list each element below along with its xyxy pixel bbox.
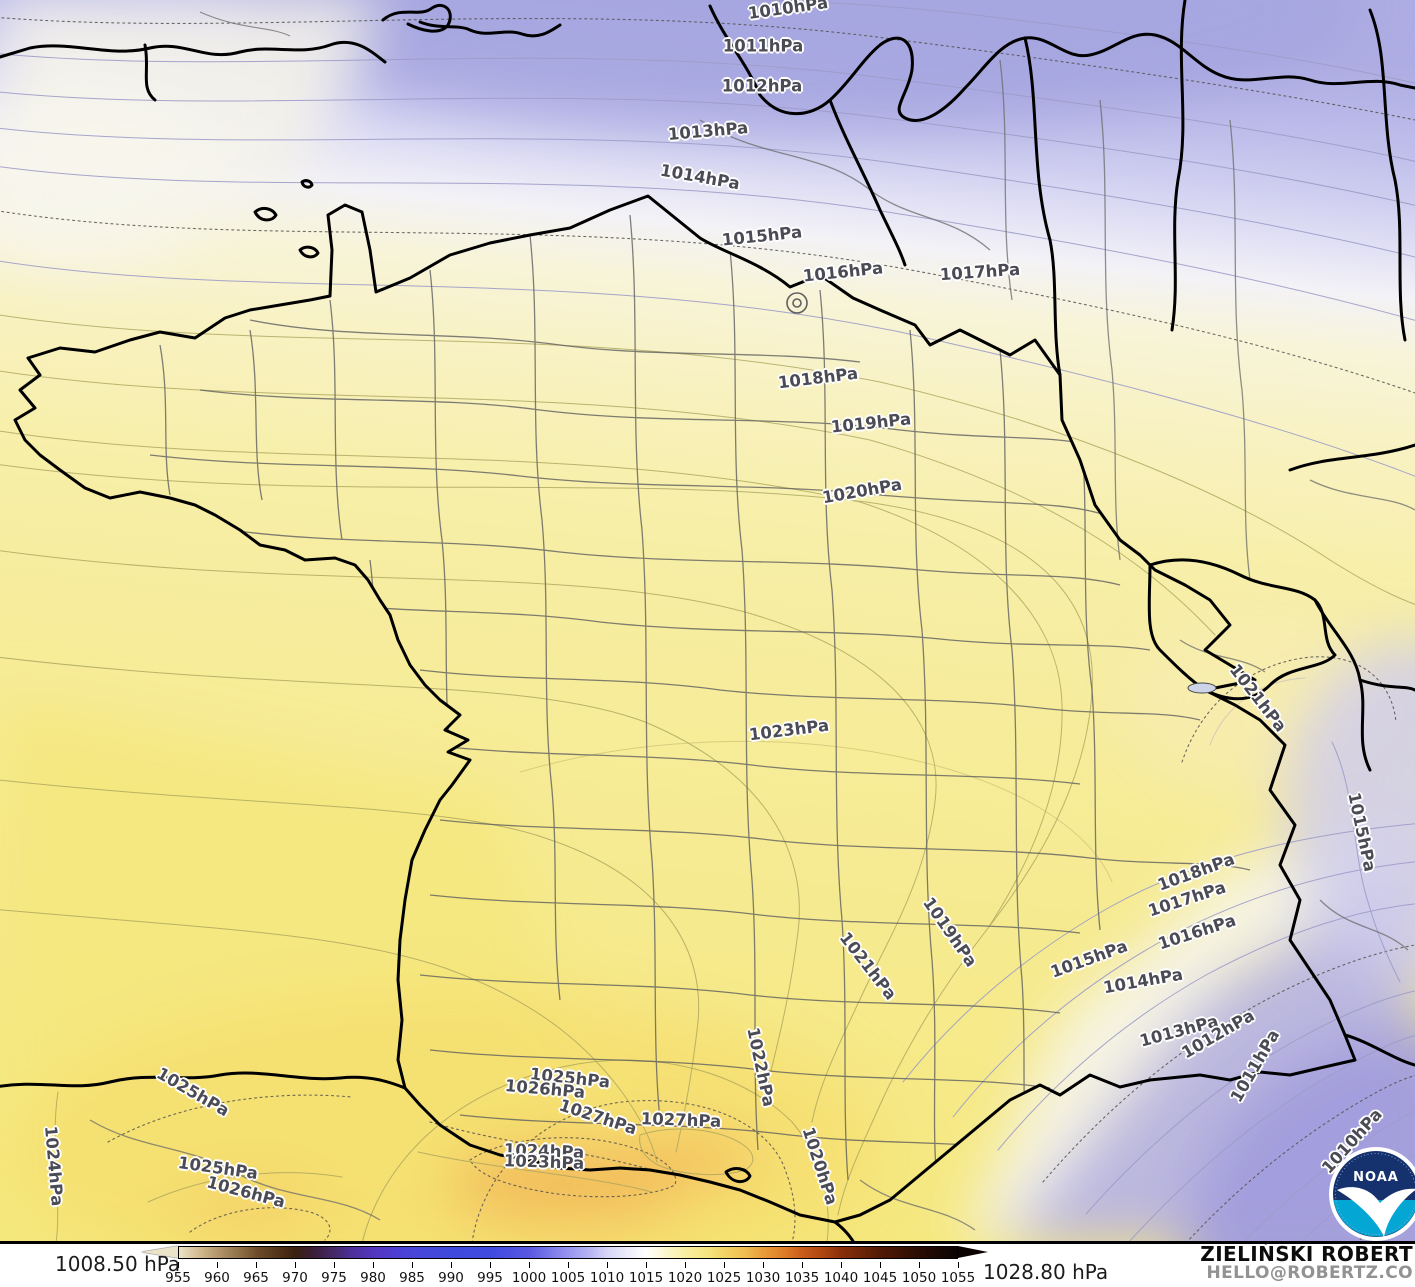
colorbar-tick-label: 990 <box>438 1270 464 1286</box>
colorbar-tick-mark <box>919 1262 920 1268</box>
colorbar-tick-label: 995 <box>477 1270 503 1286</box>
lake-geneva <box>1187 682 1217 694</box>
colorbar-tick-mark <box>958 1262 959 1268</box>
isobar-label: 1027hPa <box>640 1109 722 1131</box>
map-art: NOAA <box>0 0 1415 1244</box>
footer: 1008.50 hPa 955 960 965 970 975 980 985 990 995 1… <box>0 1242 1415 1287</box>
colorbar-tick-mark <box>529 1262 530 1268</box>
colorbar-tick-label: 1000 <box>511 1270 547 1286</box>
credit-name: ZIELIŃSKI ROBERT <box>1200 1242 1413 1266</box>
isobar-label: 1011hPa <box>722 36 804 56</box>
colorbar-tick-mark <box>178 1262 179 1268</box>
isobar-label: 1023hPa <box>503 1151 585 1173</box>
colorbar-tick-mark <box>763 1262 764 1268</box>
map-bottom-border <box>0 1241 1415 1244</box>
colorbar-tick-mark <box>802 1262 803 1268</box>
country-borders <box>0 0 1415 1244</box>
colorbar: 1008.50 hPa 955 960 965 970 975 980 985 990 995 1… <box>0 1242 1415 1287</box>
colorbar-tick-mark <box>373 1262 374 1268</box>
colorbar-gradient <box>178 1246 958 1259</box>
colorbar-tick-mark <box>685 1262 686 1268</box>
colorbar-tick-label: 970 <box>282 1270 308 1286</box>
colorbar-tick-label: 1005 <box>550 1270 586 1286</box>
colorbar-tick-mark <box>295 1262 296 1268</box>
colorbar-tick-label: 1025 <box>706 1270 742 1286</box>
colorbar-tick-label: 1030 <box>745 1270 781 1286</box>
colorbar-overflow-arrow <box>958 1246 988 1258</box>
colorbar-tick-label: 975 <box>321 1270 347 1286</box>
colorbar-tick-label: 960 <box>204 1270 230 1286</box>
department-borders <box>149 214 1251 1181</box>
colorbar-tick-label: 1040 <box>823 1270 859 1286</box>
colorbar-tick-mark <box>412 1262 413 1268</box>
colorbar-tick-mark <box>880 1262 881 1268</box>
colorbar-tick-label: 1055 <box>940 1270 976 1286</box>
colorbar-tick-label: 985 <box>399 1270 425 1286</box>
colorbar-tick-label: 965 <box>243 1270 269 1286</box>
colorbar-underflow-arrow <box>141 1246 178 1258</box>
colorbar-tick-mark <box>256 1262 257 1268</box>
colorbar-tick-label: 955 <box>165 1270 191 1286</box>
colorbar-tick-mark <box>568 1262 569 1268</box>
noaa-logo-text: NOAA <box>1353 1170 1399 1185</box>
colorbar-tick-mark <box>646 1262 647 1268</box>
colorbar-tick-label: 1045 <box>862 1270 898 1286</box>
colorbar-tick-mark <box>607 1262 608 1268</box>
colorbar-tick-mark <box>334 1262 335 1268</box>
colorbar-tick-mark <box>451 1262 452 1268</box>
colorbar-tick-label: 1035 <box>784 1270 820 1286</box>
colorbar-tick-mark <box>217 1262 218 1268</box>
colorbar-tick-label: 1010 <box>589 1270 625 1286</box>
colorbar-tick-label: 1015 <box>628 1270 664 1286</box>
colorbar-tick-mark <box>841 1262 842 1268</box>
noaa-logo: NOAA <box>1329 1147 1415 1241</box>
colorbar-tick-label: 1050 <box>901 1270 937 1286</box>
colorbar-tick-mark <box>724 1262 725 1268</box>
map-canvas: NOAA 1010hPa 1011hPa 1012hPa 1013hPa 1014hPa… <box>0 0 1415 1244</box>
colorbar-tick-mark <box>490 1262 491 1268</box>
colorbar-tick-label: 1020 <box>667 1270 703 1286</box>
colorbar-max-value: 1028.80 hPa <box>983 1260 1109 1284</box>
foreign-region-borders <box>89 11 1415 1231</box>
colorbar-tick-label: 980 <box>360 1270 386 1286</box>
credit-contact: HELLO@ROBERTZ.CO <box>1206 1263 1413 1283</box>
city-marker-paris <box>786 292 808 314</box>
isobar-label: 1012hPa <box>721 76 803 96</box>
